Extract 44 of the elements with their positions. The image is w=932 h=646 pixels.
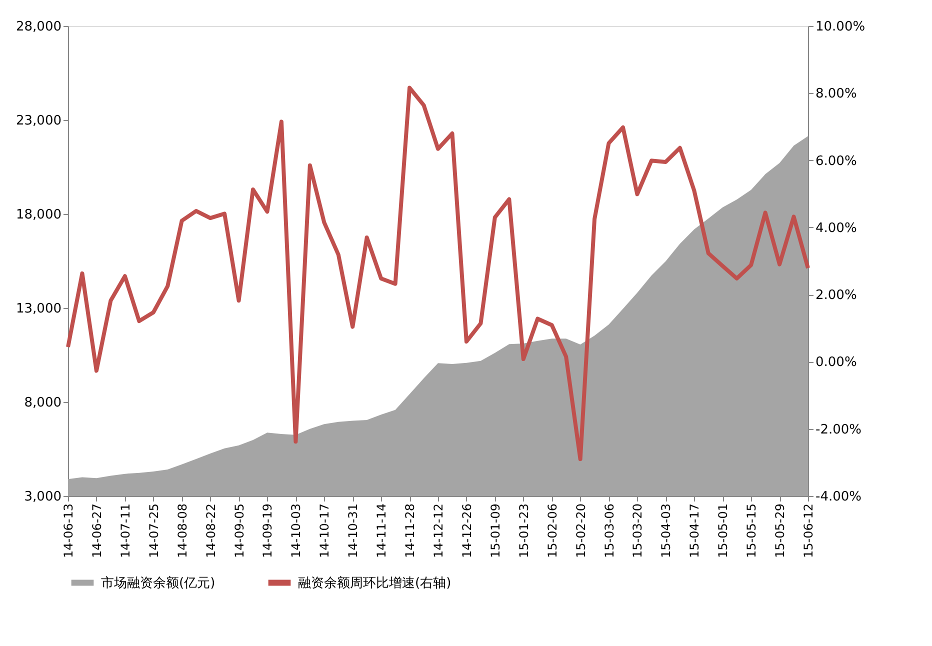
x-tick-label: 14-08-08 xyxy=(175,504,190,558)
x-tick-label: 14-10-03 xyxy=(289,504,304,558)
y2-tick-label: 10.00% xyxy=(816,20,866,34)
x-tick-label: 14-12-26 xyxy=(460,504,474,558)
x-tick-label: 14-11-28 xyxy=(403,504,418,558)
x-tick-label: 14-12-12 xyxy=(432,504,446,558)
x-tick-label: 15-05-29 xyxy=(773,504,788,558)
legend-label: 市场融资余额(亿元) xyxy=(101,576,216,591)
x-tick-label: 14-06-27 xyxy=(90,504,104,558)
y2-tick-label: 6.00% xyxy=(816,154,857,169)
x-tick-label: 14-06-13 xyxy=(62,504,76,558)
x-tick-label: 15-01-09 xyxy=(488,504,502,558)
y2-tick-label: 0.00% xyxy=(816,355,857,370)
x-tick-label: 15-05-01 xyxy=(716,504,730,558)
y2-tick-label: -2.00% xyxy=(816,422,862,438)
x-tick-label: 14-08-22 xyxy=(204,504,218,558)
x-tick-label: 15-05-15 xyxy=(744,504,759,558)
x-tick-label: 14-07-11 xyxy=(118,504,132,558)
x-tick-label: 15-02-20 xyxy=(574,504,588,558)
y-tick-label: 18,000 xyxy=(16,208,62,222)
x-tick-label: 15-03-20 xyxy=(630,504,645,558)
line-series xyxy=(66,86,810,462)
y-tick-label: 3,000 xyxy=(24,490,62,504)
y2-tick-label: -4.00% xyxy=(816,490,862,504)
y-tick-label: 13,000 xyxy=(16,302,62,316)
y2-tick-label: 4.00% xyxy=(816,220,857,236)
y2-tick-label: 2.00% xyxy=(816,288,857,304)
x-tick-label: 14-10-17 xyxy=(318,504,332,558)
y-tick-label: 28,000 xyxy=(16,20,62,34)
x-tick-label: 14-11-14 xyxy=(374,504,389,558)
x-tick-label: 14-09-19 xyxy=(260,504,275,558)
x-tick-label: 15-06-12 xyxy=(802,504,816,558)
y2-tick-label: 8.00% xyxy=(816,86,857,102)
y-tick-label: 23,000 xyxy=(16,114,62,128)
x-tick-label: 14-10-31 xyxy=(346,504,360,558)
x-tick-label: 14-07-25 xyxy=(146,504,161,558)
legend-label: 融资余额周环比增速(右轴) xyxy=(298,576,452,591)
x-tick-label: 14-09-05 xyxy=(232,504,246,558)
x-tick-label: 15-01-23 xyxy=(516,504,531,558)
x-tick-label: 15-03-06 xyxy=(602,504,616,558)
x-tick-label: 15-04-03 xyxy=(659,504,674,558)
x-tick-label: 15-02-06 xyxy=(545,504,560,558)
x-tick-label: 15-04-17 xyxy=(688,504,702,558)
y-tick-label: 8,000 xyxy=(24,396,62,410)
